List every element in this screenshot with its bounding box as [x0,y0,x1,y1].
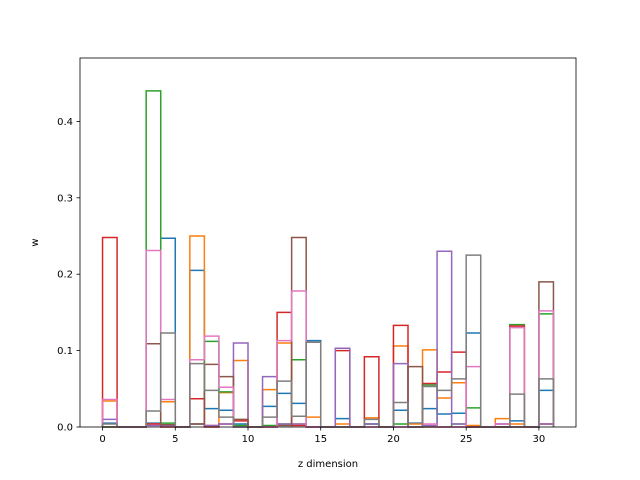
y-tick-label: 0.4 [57,117,73,128]
x-tick-label: 30 [533,434,546,445]
y-axis-label: w [30,238,41,246]
x-tick-label: 15 [314,434,327,445]
y-axis-ticks: 0.0 0.1 0.2 0.3 0.4 [57,117,80,434]
x-tick-label: 10 [242,434,255,445]
x-tick-label: 0 [99,434,105,445]
y-tick-label: 0.2 [57,270,73,281]
x-tick-label: 5 [172,434,178,445]
y-tick-label: 0.1 [57,346,73,357]
axes-frame [79,57,577,428]
x-axis-ticks: 0 5 10 15 20 25 30 [99,427,545,445]
y-tick-label: 0.3 [57,193,73,204]
x-tick-label: 25 [460,434,473,445]
x-axis-label: z dimension [298,459,358,470]
y-tick-label: 0.0 [57,423,73,434]
x-tick-label: 20 [387,434,400,445]
